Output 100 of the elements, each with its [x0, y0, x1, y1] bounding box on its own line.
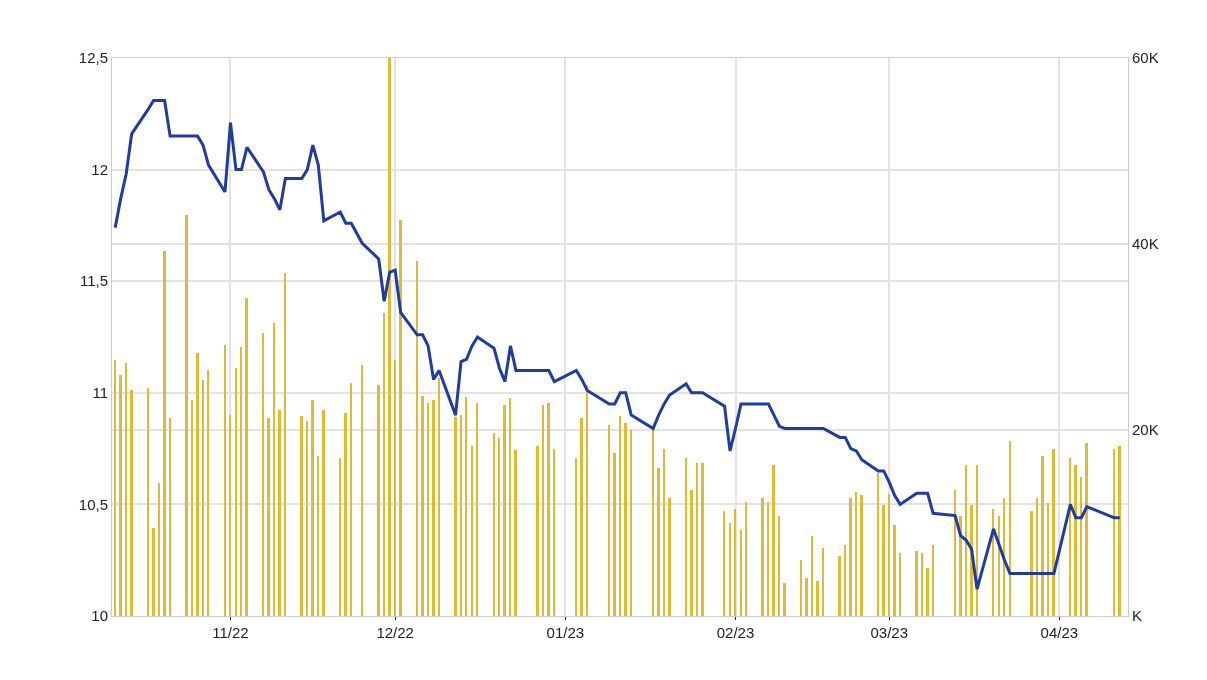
bar: [284, 273, 286, 616]
bar: [1118, 446, 1121, 616]
bar: [998, 516, 1000, 616]
bar: [849, 498, 852, 616]
bar: [860, 495, 863, 616]
bar: [652, 429, 654, 616]
bar: [394, 360, 396, 616]
bar: [657, 468, 660, 616]
bar: [306, 421, 308, 616]
bar: [536, 446, 539, 616]
bar: [915, 551, 918, 616]
bar: [1074, 465, 1077, 616]
bar: [811, 536, 813, 616]
bar: [514, 450, 517, 616]
x-tick-label: 03/23: [870, 624, 908, 641]
bar: [668, 498, 671, 616]
bar: [959, 516, 962, 616]
bar: [454, 417, 457, 616]
bar: [553, 449, 555, 616]
bar: [377, 385, 380, 616]
bar: [1085, 443, 1088, 616]
bar: [926, 568, 929, 616]
bar: [262, 333, 264, 616]
bar: [169, 418, 171, 616]
bar: [388, 58, 391, 616]
x-tick-label: 04/23: [1040, 624, 1079, 641]
bar: [778, 516, 780, 616]
bar: [580, 418, 583, 616]
bar: [245, 298, 248, 616]
bar: [207, 370, 209, 616]
bar: [1113, 449, 1115, 616]
bar: [361, 365, 363, 616]
bar: [344, 413, 347, 616]
bar: [575, 458, 577, 616]
bar: [125, 363, 127, 616]
bar: [322, 410, 325, 616]
bar: [723, 511, 725, 616]
bar: [767, 502, 769, 616]
bar: [130, 390, 133, 616]
bar: [427, 403, 429, 616]
bar: [350, 383, 352, 616]
x-tick-label: 02/23: [716, 624, 755, 641]
bar: [976, 465, 978, 616]
y2-tick-label: K: [1132, 607, 1143, 625]
bar: [619, 416, 621, 616]
bar: [399, 220, 402, 616]
bar: [932, 545, 934, 616]
bar: [339, 458, 341, 616]
bar: [1030, 511, 1033, 616]
line-series: [113, 98, 1122, 591]
bar: [783, 583, 786, 616]
bar: [191, 400, 193, 616]
bar: [816, 581, 819, 616]
y-tick-label: 11,5: [79, 272, 108, 290]
y2-tick-label: 40K: [1132, 235, 1159, 253]
bar: [1009, 441, 1011, 616]
bar: [772, 465, 775, 616]
bar: [690, 490, 693, 616]
bar: [235, 368, 237, 616]
bar: [844, 545, 846, 616]
bar: [202, 380, 204, 616]
bar: [476, 403, 478, 616]
bar: [1041, 456, 1044, 616]
bar: [300, 416, 303, 616]
bar: [311, 400, 314, 616]
y-tick-label: 10: [91, 607, 108, 625]
bar: [498, 438, 500, 616]
bar: [954, 490, 956, 616]
bar: [613, 453, 616, 616]
bar: [701, 463, 704, 616]
y-tick-label: 11: [92, 384, 108, 402]
bar: [663, 449, 665, 616]
bar: [273, 323, 275, 616]
bar: [267, 418, 270, 616]
bar: [158, 483, 160, 616]
bar: [432, 400, 435, 616]
bar: [278, 410, 281, 616]
bar: [114, 360, 116, 616]
bar: [685, 458, 687, 616]
y2-tick-label: 20K: [1132, 421, 1159, 439]
bar: [196, 353, 199, 616]
y2-tick-label: 60K: [1132, 49, 1159, 67]
bar: [624, 423, 627, 616]
y-tick-label: 12: [91, 160, 108, 178]
bar: [509, 398, 511, 616]
bar: [493, 433, 495, 616]
x-tick-label: 12/22: [376, 624, 414, 641]
bar: [465, 397, 467, 616]
bar: [438, 378, 440, 616]
bar: [240, 347, 242, 616]
y-tick-label: 10,5: [78, 495, 108, 513]
bar: [899, 553, 901, 616]
bar: [740, 530, 742, 616]
x-tick-label: 01/23: [546, 624, 585, 641]
bar: [882, 505, 885, 616]
bar: [1036, 498, 1038, 616]
bar: [119, 375, 122, 616]
bar: [992, 509, 994, 616]
bar: [421, 396, 424, 616]
bar: [383, 313, 385, 616]
